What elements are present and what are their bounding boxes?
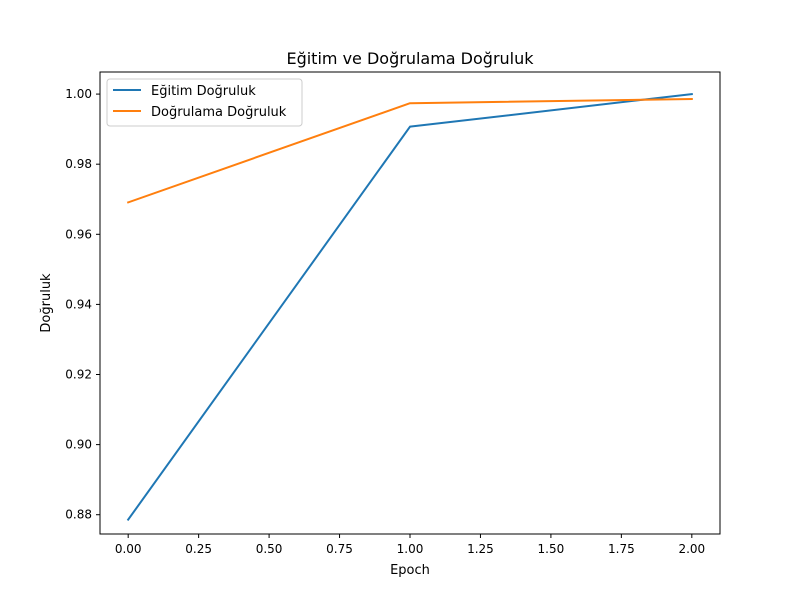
- x-tick-label: 0.50: [256, 542, 283, 556]
- y-axis-label: Doğruluk: [39, 273, 54, 333]
- legend-label-dogrulama: Doğrulama Doğruluk: [151, 105, 287, 120]
- y-tick-label: 0.98: [65, 157, 92, 171]
- legend-label-egitim: Eğitim Doğruluk: [151, 84, 256, 99]
- x-axis-label: Epoch: [390, 563, 430, 578]
- x-tick-label: 1.25: [467, 542, 494, 556]
- y-tick-label: 1.00: [65, 87, 92, 101]
- x-tick-label: 0.25: [185, 542, 212, 556]
- x-axis: 0.00 0.25 0.50 0.75 1.00 1.25 1.50 1.75 2.00: [115, 534, 705, 556]
- y-tick-label: 0.92: [65, 368, 92, 382]
- x-tick-label: 0.75: [326, 542, 353, 556]
- y-tick-label: 0.88: [65, 508, 92, 522]
- series-lines: [126, 92, 693, 522]
- y-tick-label: 0.90: [65, 438, 92, 452]
- x-tick-label: 2.00: [678, 542, 705, 556]
- chart-title: Eğitim ve Doğrulama Doğruluk: [286, 49, 534, 68]
- x-tick-label: 0.00: [115, 542, 142, 556]
- y-tick-label: 0.96: [65, 227, 92, 241]
- legend: Eğitim Doğruluk Doğrulama Doğruluk: [106, 78, 303, 127]
- x-tick-label: 1.75: [608, 542, 635, 556]
- series-line-dogrulama: [126, 97, 693, 204]
- legend-box: [106, 78, 303, 127]
- x-tick-label: 1.50: [538, 542, 565, 556]
- x-tick-label: 1.00: [397, 542, 424, 556]
- y-axis: 0.88 0.90 0.92 0.94 0.96 0.98 1.00: [65, 87, 100, 522]
- series-line-egitim: [126, 92, 693, 522]
- y-tick-label: 0.94: [65, 297, 92, 311]
